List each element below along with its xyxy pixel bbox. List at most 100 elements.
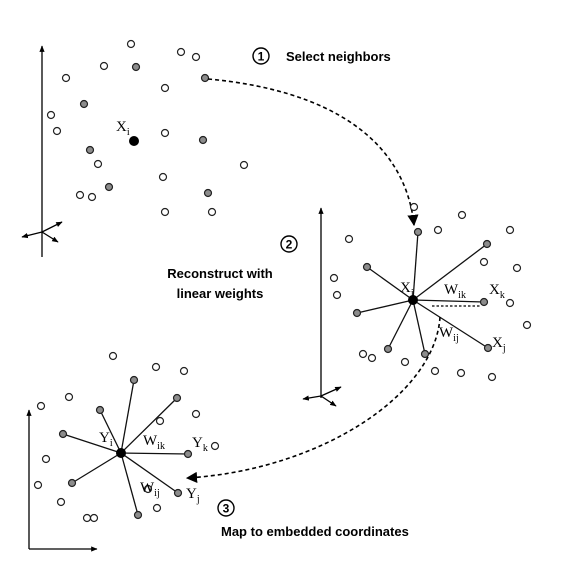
data-point [99, 61, 109, 71]
edge-wij [412, 299, 489, 349]
data-point [61, 73, 71, 83]
flow-arrow-2-to-3 [185, 316, 441, 483]
data-point [126, 39, 136, 49]
data-point [191, 52, 201, 62]
label-wij-embedded: Wij [140, 480, 160, 499]
data-point [505, 225, 515, 235]
step-3-number: 3 [223, 502, 230, 516]
neighbor-point [95, 405, 105, 415]
data-point [479, 257, 489, 267]
data-point [512, 263, 522, 273]
reconstruct-open-points [329, 202, 532, 382]
neighbor-point [352, 308, 362, 318]
input-axis-arrow-2 [21, 231, 43, 239]
step-2-label-line2: linear weights [177, 286, 264, 301]
neighbor-point [362, 262, 372, 272]
input-neighbor-points [79, 62, 213, 198]
step-2-label-line1: Reconstruct with [167, 266, 273, 281]
neighbor-point [420, 349, 430, 359]
label-yj: Yj [186, 486, 200, 505]
label-xi: Xi [116, 119, 130, 138]
data-point [433, 225, 443, 235]
data-point [430, 366, 440, 376]
data-point [457, 210, 467, 220]
edge [120, 452, 139, 516]
neighbor-point [172, 393, 182, 403]
edge [412, 243, 488, 301]
data-point [329, 273, 339, 283]
center-point-xi [408, 295, 418, 305]
data-point [400, 357, 410, 367]
step-2-number: 2 [286, 238, 293, 252]
data-point [239, 160, 249, 170]
label-yi: Yi [99, 430, 113, 449]
data-point [108, 351, 118, 361]
data-point [179, 366, 189, 376]
edge [366, 266, 414, 301]
edge-wij [120, 452, 179, 494]
neighbor-point [413, 227, 423, 237]
embedded-neighbor-points [58, 375, 193, 520]
data-point [207, 207, 217, 217]
data-point [487, 372, 497, 382]
data-point [409, 202, 419, 212]
data-point [210, 441, 220, 451]
embedded-open-points [33, 351, 220, 523]
neighbor-point [85, 145, 95, 155]
edge [120, 379, 135, 454]
label-wij: Wij [439, 325, 459, 344]
data-point [160, 207, 170, 217]
reconstruct-panel: Xi Wik Xk Wij Xj [302, 202, 532, 407]
label-xi-reconstruct: Xi [400, 280, 414, 299]
data-point [456, 368, 466, 378]
embedded-edges [62, 379, 189, 516]
edge [412, 231, 419, 301]
data-point [41, 454, 51, 464]
reconstruct-edges [356, 231, 489, 355]
data-point [82, 513, 92, 523]
neighbor-point [203, 188, 213, 198]
data-point [367, 353, 377, 363]
neighbor-point-xk [479, 297, 489, 307]
data-point [344, 234, 354, 244]
neighbor-point [129, 375, 139, 385]
data-point [143, 484, 153, 494]
data-point [332, 290, 342, 300]
neighbor-point [482, 239, 492, 249]
data-point [158, 172, 168, 182]
step-3-badge [217, 499, 235, 517]
edge [412, 299, 426, 355]
input-axis-arrow-3 [41, 231, 59, 243]
data-point [191, 409, 201, 419]
edge [387, 299, 414, 350]
step-2-badge [280, 235, 298, 253]
data-point [89, 513, 99, 523]
reconstruct-neighbor-points [352, 227, 493, 359]
data-point [75, 190, 85, 200]
data-point [56, 497, 66, 507]
neighbor-point [200, 73, 210, 83]
step-1-label: Select neighbors [286, 49, 391, 64]
reconstruct-axis-arrow-2 [302, 395, 322, 401]
input-space-panel: Xi [21, 39, 249, 257]
neighbor-point [58, 429, 68, 439]
label-xj: Xj [492, 335, 506, 354]
label-xk: Xk [489, 282, 505, 301]
reconstruct-axis-arrow-1 [320, 386, 342, 397]
embedded-panel: Yi Wik Yk Wij Yj [26, 351, 220, 552]
data-point [33, 480, 43, 490]
data-point [64, 392, 74, 402]
neighbor-point [104, 182, 114, 192]
step-1-badge [252, 47, 270, 65]
edge-wik [120, 452, 189, 455]
data-point [36, 401, 46, 411]
neighbor-point-yj [173, 488, 183, 498]
neighbor-point-xj [483, 343, 493, 353]
data-point [52, 126, 62, 136]
data-point [522, 320, 532, 330]
neighbor-point-yk [183, 449, 193, 459]
step-1-number: 1 [258, 50, 265, 64]
edge [120, 397, 178, 454]
neighbor-point [67, 478, 77, 488]
